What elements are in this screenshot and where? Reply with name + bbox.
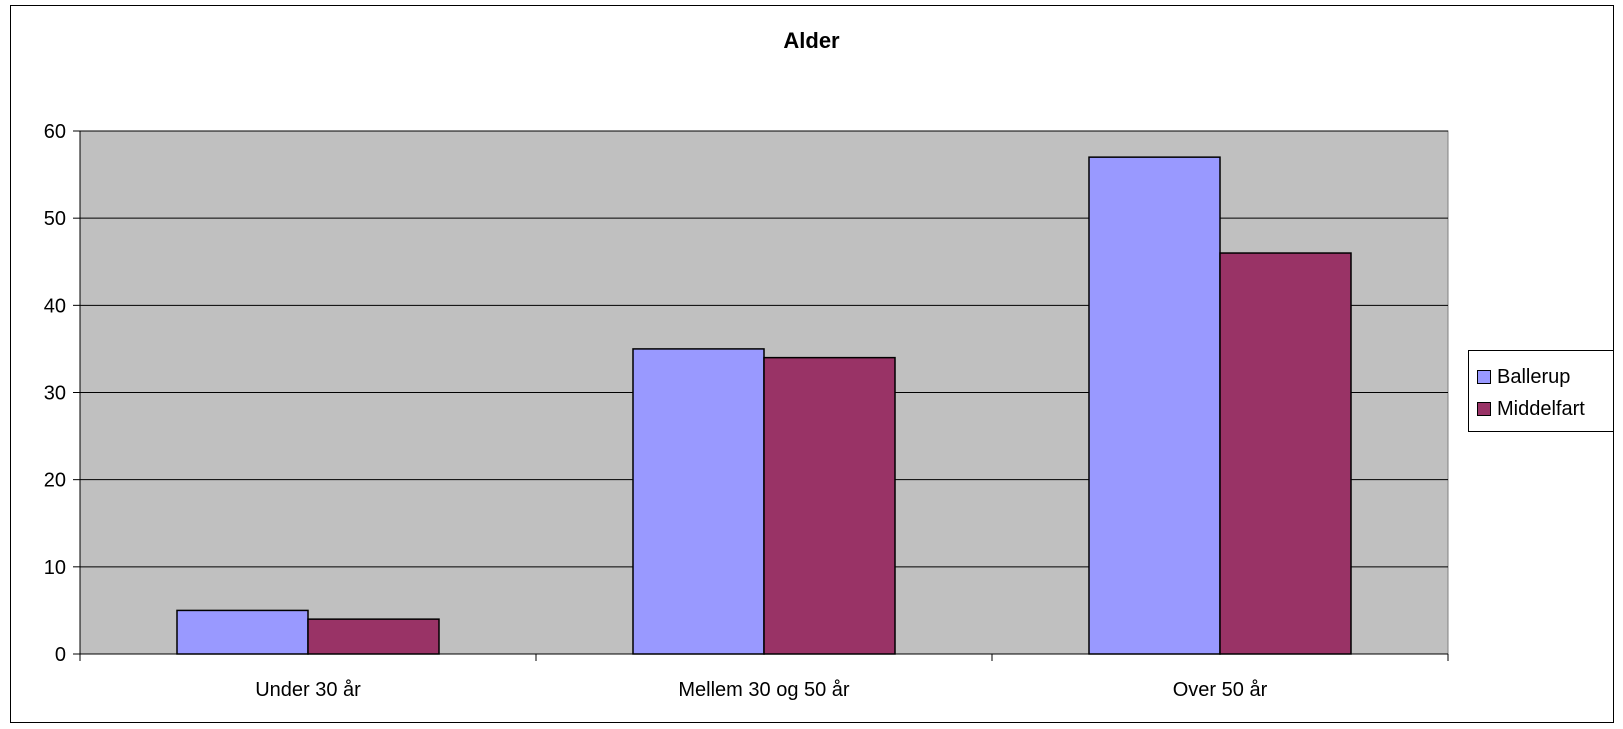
bar-middelfart-2 xyxy=(1219,252,1352,655)
x-category-label: Under 30 år xyxy=(255,679,361,701)
bar-ballerup-0 xyxy=(176,609,309,655)
y-tick-label: 50 xyxy=(44,208,66,230)
bar-middelfart-1 xyxy=(763,356,896,655)
y-tick-label: 40 xyxy=(44,295,66,317)
bar-ballerup-1 xyxy=(632,348,765,655)
chart-title: Alder xyxy=(783,28,840,53)
x-category-label: Mellem 30 og 50 år xyxy=(678,679,850,701)
y-tick-label: 0 xyxy=(55,644,66,666)
legend-item-ballerup: Ballerup xyxy=(1477,365,1570,389)
bar-ballerup-2 xyxy=(1088,156,1221,655)
x-category-label: Over 50 år xyxy=(1173,679,1268,701)
y-tick-label: 60 xyxy=(44,121,66,143)
y-tick-label: 20 xyxy=(44,470,66,492)
bar-middelfart-0 xyxy=(307,618,440,655)
y-tick-label: 10 xyxy=(44,557,66,579)
legend: Ballerup Middelfart xyxy=(1468,350,1614,432)
y-tick-label: 30 xyxy=(44,383,66,405)
legend-label-ballerup: Ballerup xyxy=(1497,365,1571,388)
legend-swatch-middelfart xyxy=(1477,402,1491,416)
legend-swatch-ballerup xyxy=(1477,370,1491,384)
legend-label-middelfart: Middelfart xyxy=(1497,397,1585,420)
legend-item-middelfart: Middelfart xyxy=(1477,397,1585,421)
